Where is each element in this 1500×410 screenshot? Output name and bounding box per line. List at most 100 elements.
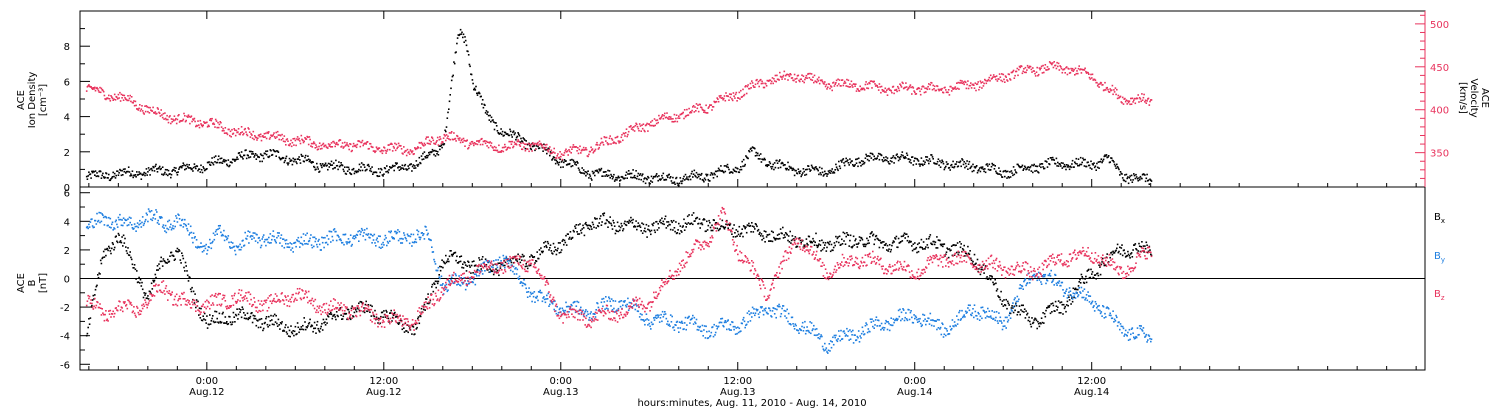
density-point xyxy=(865,153,867,156)
density-point xyxy=(400,168,402,170)
bx-point xyxy=(122,234,125,237)
density-point xyxy=(1000,174,1002,176)
density-point xyxy=(861,163,864,166)
density-point xyxy=(472,82,474,85)
bx-point xyxy=(231,323,233,326)
by-point xyxy=(357,230,359,233)
by-point xyxy=(174,225,176,228)
density-point xyxy=(551,159,553,161)
bx-point xyxy=(731,233,733,235)
bx-point xyxy=(989,275,991,277)
density-point xyxy=(625,171,628,174)
density-point xyxy=(597,171,600,174)
bx-point xyxy=(1026,313,1028,316)
bx-point xyxy=(969,250,971,252)
density-point xyxy=(762,158,765,161)
density-point xyxy=(241,156,244,158)
velocity-point xyxy=(653,118,656,120)
bx-point xyxy=(397,323,400,325)
density-point xyxy=(248,156,250,159)
velocity-point xyxy=(290,139,292,142)
velocity-point xyxy=(898,89,901,92)
velocity-point xyxy=(160,109,162,111)
density-point xyxy=(715,170,718,173)
velocity-point xyxy=(672,121,675,123)
density-point xyxy=(747,157,749,160)
velocity-point xyxy=(784,74,787,77)
bx-point xyxy=(1147,250,1150,253)
bx-point xyxy=(1074,288,1076,291)
velocity-point xyxy=(965,87,968,90)
by-point xyxy=(158,216,161,218)
bx-point xyxy=(225,322,227,324)
velocity-point xyxy=(206,126,209,128)
b-tick-label: -6 xyxy=(60,360,70,371)
density-point xyxy=(776,162,779,164)
density-point xyxy=(848,164,850,166)
velocity-point xyxy=(837,78,839,81)
bx-point xyxy=(221,313,224,315)
density-point xyxy=(639,173,642,175)
velocity-tick-label: 500 xyxy=(1430,20,1449,31)
density-point xyxy=(181,165,184,167)
velocity-point xyxy=(796,77,798,80)
velocity-point xyxy=(239,133,241,136)
density-point xyxy=(924,161,926,164)
velocity-point xyxy=(608,143,610,145)
bx-point xyxy=(596,217,598,220)
bx-point xyxy=(676,232,679,234)
bx-point xyxy=(957,253,960,256)
velocity-point xyxy=(1145,102,1148,104)
bx-point xyxy=(787,235,790,237)
bx-point xyxy=(805,238,808,240)
density-point xyxy=(928,158,931,160)
density-point xyxy=(384,167,387,170)
bx-point xyxy=(742,235,744,238)
density-point xyxy=(304,156,306,159)
velocity-point xyxy=(925,87,928,90)
density-point xyxy=(279,158,282,161)
velocity-point xyxy=(234,129,236,131)
velocity-point xyxy=(291,141,294,144)
density-point xyxy=(515,136,518,139)
density-point xyxy=(176,174,179,176)
density-point xyxy=(279,157,281,160)
velocity-point xyxy=(743,93,746,96)
density-point xyxy=(1050,157,1052,159)
density-point xyxy=(835,166,838,168)
bx-point xyxy=(854,239,856,242)
velocity-point xyxy=(448,138,450,140)
velocity-point xyxy=(569,146,572,148)
velocity-point xyxy=(191,120,193,123)
bx-point xyxy=(1006,307,1008,310)
bx-point xyxy=(841,243,844,245)
velocity-point xyxy=(620,136,623,139)
density-point xyxy=(582,172,584,174)
bx-point xyxy=(524,265,527,268)
density-point xyxy=(1017,163,1019,166)
density-point xyxy=(853,165,856,167)
velocity-point xyxy=(1110,89,1113,91)
velocity-point xyxy=(649,124,651,127)
velocity-point xyxy=(1148,104,1151,106)
velocity-point xyxy=(866,83,869,85)
bx-point xyxy=(750,231,752,233)
bx-point xyxy=(318,329,320,332)
x-tick-date: Aug.13 xyxy=(720,387,755,398)
bx-point xyxy=(962,249,965,251)
bx-point xyxy=(150,282,153,285)
velocity-point xyxy=(546,143,548,146)
density-point xyxy=(94,174,96,176)
by-point xyxy=(414,238,417,241)
velocity-point xyxy=(300,134,303,137)
bx-point xyxy=(759,235,762,237)
velocity-point xyxy=(1007,73,1010,75)
velocity-point xyxy=(716,97,718,99)
density-point xyxy=(492,121,495,123)
velocity-point xyxy=(310,142,313,145)
bx-point xyxy=(902,235,904,237)
velocity-point xyxy=(1019,66,1021,69)
bx-point xyxy=(940,244,943,247)
velocity-point xyxy=(279,134,282,137)
by-point xyxy=(296,239,298,241)
